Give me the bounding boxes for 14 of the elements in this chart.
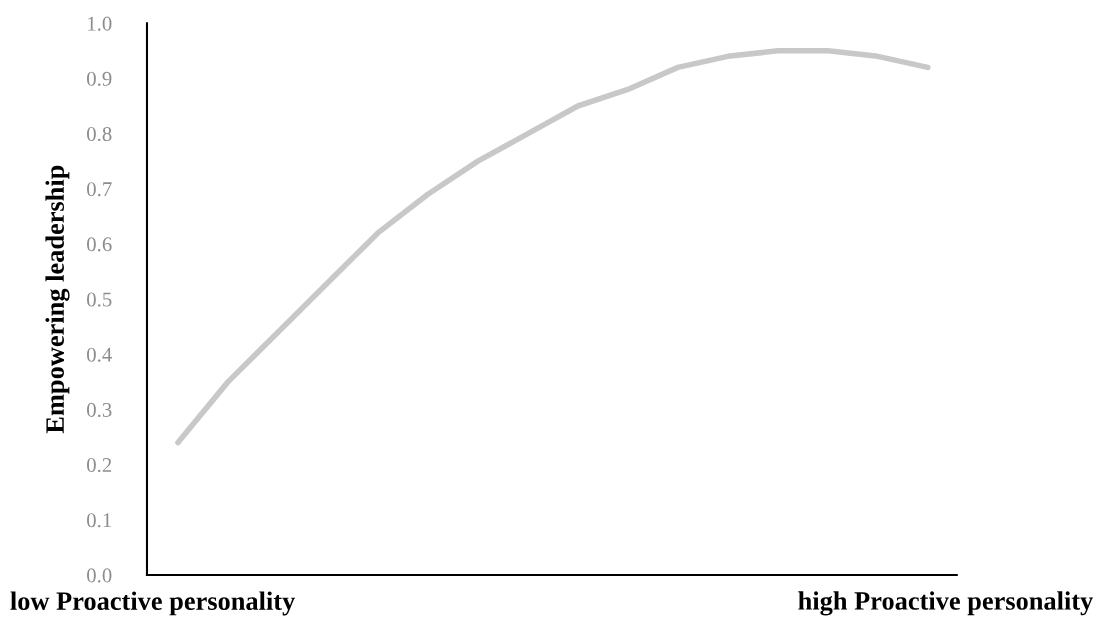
y-tick-label: 0.6 [87, 237, 112, 252]
y-tick-label: 0.2 [87, 458, 112, 473]
y-tick-label: 0.7 [87, 182, 112, 197]
y-tick-label: 0.8 [87, 126, 112, 142]
y-tick-label: 0.3 [87, 402, 112, 417]
y-tick-label: 1.0 [88, 16, 112, 31]
text: high Proactive personality [798, 591, 1094, 616]
y-tick-label: 0.1 [87, 513, 112, 528]
y-tick-label: 0.5 [87, 292, 112, 307]
y-tick-label: 0.0 [87, 568, 112, 583]
y-tick-label: 0.9 [87, 71, 112, 86]
y-tick-label: 0.4 [87, 347, 112, 362]
y-axis-title: Empowering leadership [45, 165, 70, 434]
text: low Proactive personality [10, 591, 296, 616]
